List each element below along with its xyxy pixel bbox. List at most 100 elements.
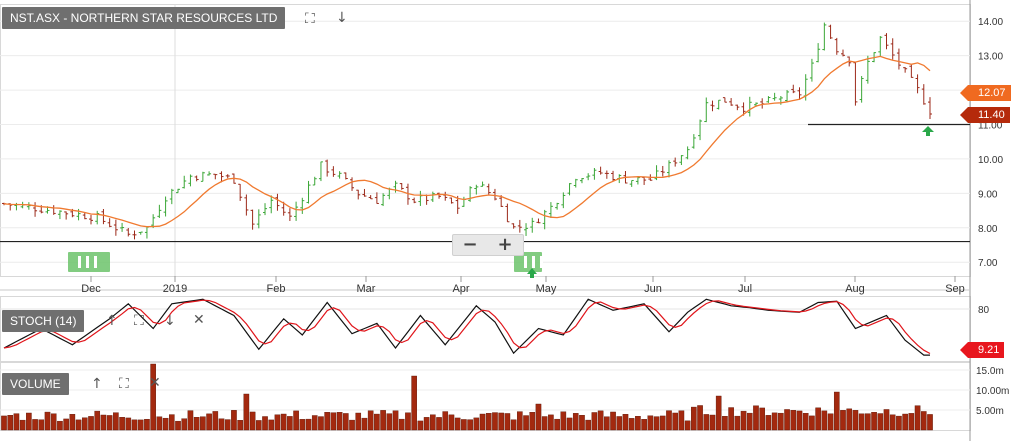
price-bar [182,175,187,189]
price-bar [884,33,889,50]
signal-tick [524,256,527,268]
volume-bar [821,410,828,431]
price-bar [337,171,342,179]
zoom-control: − + [452,234,524,256]
price-bar [567,183,572,196]
volume-bar [193,417,200,431]
price-bar [331,166,336,177]
price-bar [505,203,510,223]
arrow-up-icon[interactable]: ↑ [91,376,103,392]
volume-bar [852,410,859,431]
volume-bar [311,415,318,431]
axis-labels: 7.008.009.0010.0011.0012.0013.0014.00805… [81,17,1009,417]
volume-bar [728,407,734,431]
price-bar [635,177,640,185]
volume-bar [200,416,206,431]
volume-bar [883,409,890,431]
volume-bar [106,415,113,431]
price-bar [592,167,597,180]
price-bar [263,203,268,216]
volume-bar [927,414,933,431]
volume-bar [920,411,927,431]
volume-bar [790,410,797,431]
volume-bar [778,412,784,431]
volume-bar [765,415,772,431]
volume-bars [1,363,933,431]
volume-bar [262,416,268,431]
volume-bar [504,413,511,431]
volume-bar [63,418,69,431]
price-bar [381,193,386,207]
volume-bar [386,413,393,431]
volume-bar [38,419,45,431]
price-bar [57,210,62,220]
price-bar [318,161,323,182]
price-bar [461,196,466,207]
price-bar [704,97,709,123]
volume-bar [902,413,908,431]
expand-icon[interactable]: ⛶ [134,313,144,329]
volume-bar [610,411,616,431]
volume-bar [709,414,716,431]
volume-bar [473,417,480,431]
volume-bar [479,413,486,431]
volume-bar [361,417,368,431]
price-bar [598,166,603,175]
price-bar [586,173,591,181]
volume-bar [168,414,175,431]
arrow-up-icon[interactable]: ↑ [106,313,118,329]
stoch-panel-title: STOCH (14) [2,310,85,332]
price-bar [785,89,790,103]
volume-bar [461,419,467,431]
price-tick-label: 8.00 [978,224,998,235]
volume-bar [771,412,778,431]
price-bar [430,191,435,202]
price-bar [343,172,348,180]
price-bar [356,189,361,200]
price-bar [468,186,473,202]
price-bar [834,37,839,55]
main-panel-title: NST.ASX - NORTHERN STAR RESOURCES LTD [2,7,286,29]
price-bar [486,183,491,195]
volume-bar [349,419,355,431]
volume-bar [746,412,753,431]
volume-bar [81,417,88,431]
price-bar [64,211,69,220]
zoom-in-button[interactable]: + [497,234,513,255]
volume-bar [19,419,26,431]
price-bar [698,119,703,141]
price-bar [853,62,858,106]
price-bar [604,170,609,179]
arrow-down-icon[interactable]: ↓ [336,10,348,26]
volume-bar [44,411,51,431]
price-bar [449,197,454,204]
volume-tick-label: 15.0m [976,366,1004,377]
close-icon[interactable]: ✕ [149,375,161,391]
price-tick-label: 10.00 [978,155,1003,166]
price-tick-label: 13.00 [978,52,1003,63]
price-bars [2,22,932,240]
volume-bar [591,412,598,431]
arrow-down-icon[interactable]: ↓ [164,313,176,329]
volume-bar [411,375,417,431]
price-bar [312,176,317,186]
zoom-out-button[interactable]: − [462,234,478,255]
moving-average-layer [3,55,931,228]
expand-icon[interactable]: ⛶ [119,376,129,392]
volume-bar [156,416,163,431]
volume-bar [224,419,231,431]
price-bar [561,192,566,209]
price-bar [524,223,529,236]
buy-arrow-icon [527,268,537,278]
price-bar [188,174,193,187]
expand-icon[interactable]: ⛶ [305,11,315,27]
volume-tick-label: 5.00m [976,406,1004,417]
volume-bar [548,414,554,431]
volume-bar [784,409,790,431]
time-tick-label: Feb [267,283,286,295]
close-icon[interactable]: ✕ [193,312,205,328]
price-bar [741,102,746,116]
volume-bar [877,413,884,431]
volume-bar [684,420,691,431]
price-bar [101,209,106,225]
